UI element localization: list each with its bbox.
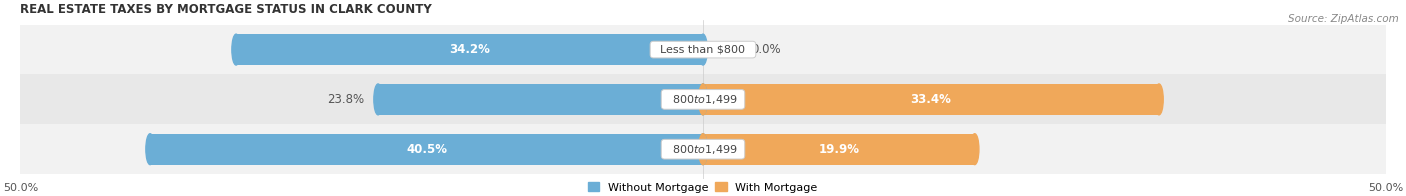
Circle shape xyxy=(232,34,240,65)
Circle shape xyxy=(699,134,707,165)
Bar xyxy=(21,74,1385,124)
Text: 0.0%: 0.0% xyxy=(751,43,780,56)
Text: $800 to $1,499: $800 to $1,499 xyxy=(665,93,741,106)
Text: REAL ESTATE TAXES BY MORTGAGE STATUS IN CLARK COUNTY: REAL ESTATE TAXES BY MORTGAGE STATUS IN … xyxy=(21,3,432,16)
Text: $800 to $1,499: $800 to $1,499 xyxy=(665,143,741,156)
Bar xyxy=(21,25,1385,74)
Legend: Without Mortgage, With Mortgage: Without Mortgage, With Mortgage xyxy=(588,182,818,193)
Circle shape xyxy=(1154,84,1163,115)
Text: 40.5%: 40.5% xyxy=(406,143,447,156)
Text: 33.4%: 33.4% xyxy=(911,93,952,106)
Bar xyxy=(703,134,974,165)
Circle shape xyxy=(374,84,382,115)
Bar xyxy=(21,124,1385,174)
Circle shape xyxy=(146,134,155,165)
Bar xyxy=(150,134,703,165)
Circle shape xyxy=(699,34,707,65)
Bar xyxy=(703,84,1159,115)
Circle shape xyxy=(699,84,707,115)
Text: 23.8%: 23.8% xyxy=(328,93,364,106)
Circle shape xyxy=(699,84,707,115)
Bar xyxy=(236,34,703,65)
Circle shape xyxy=(699,134,707,165)
Text: Source: ZipAtlas.com: Source: ZipAtlas.com xyxy=(1288,14,1399,24)
Circle shape xyxy=(970,134,979,165)
Text: 34.2%: 34.2% xyxy=(449,43,489,56)
Text: Less than $800: Less than $800 xyxy=(654,45,752,55)
Bar xyxy=(378,84,703,115)
Text: 19.9%: 19.9% xyxy=(818,143,859,156)
